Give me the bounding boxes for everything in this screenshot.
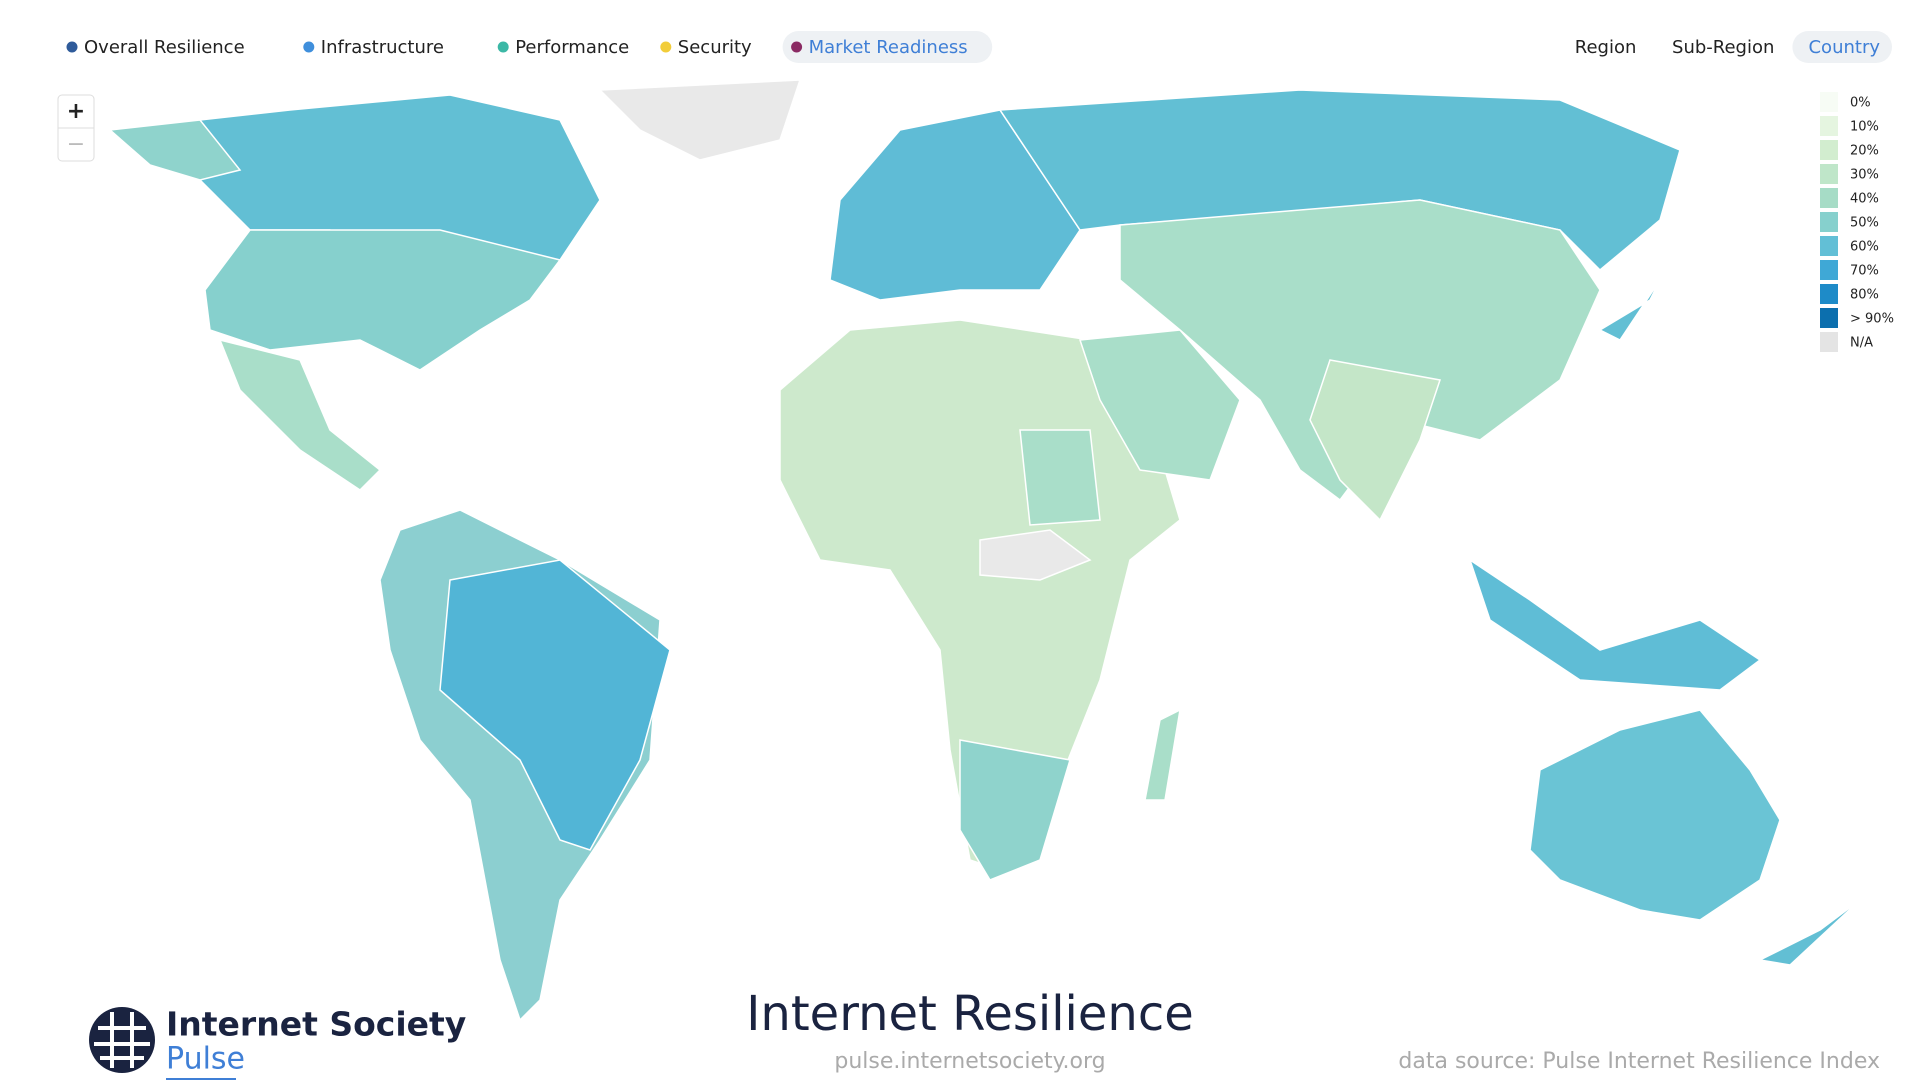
greenland: [598, 79, 802, 161]
legend-swatch: [1820, 284, 1838, 304]
data-source: data source: Pulse Internet Resilience I…: [1398, 1049, 1880, 1074]
legend-swatch: [1820, 236, 1838, 256]
metric-tab[interactable]: Security: [678, 37, 752, 58]
legend-label: 50%: [1850, 216, 1879, 231]
legend-label: 40%: [1850, 192, 1879, 207]
level-tab-active-bg: [1792, 31, 1892, 63]
central-africa-na: [979, 529, 1092, 581]
madagascar: [1144, 708, 1181, 801]
metric-tab-dot: [660, 41, 672, 53]
level-tab[interactable]: Region: [1575, 37, 1637, 58]
legend-swatch: [1820, 92, 1838, 112]
india: [1309, 359, 1441, 522]
zoom-out[interactable]: −: [67, 132, 85, 157]
world-map: [107, 79, 1861, 1022]
logo-icon: [89, 1007, 155, 1073]
zoom-control: + −: [57, 94, 95, 162]
legend: 0% 10% 20% 30% 40% 50% 60% 70% 80% > 90% N/A: [1820, 92, 1894, 352]
legend-swatch: [1820, 164, 1838, 184]
legend-label: 30%: [1850, 168, 1879, 183]
legend-swatch: [1820, 212, 1838, 232]
metric-tabs: Overall Resilience Infrastructure Performa…: [66, 31, 993, 63]
legend-label: 60%: [1850, 240, 1879, 255]
alaska: [108, 119, 242, 181]
logo: Internet Society Pulse: [89, 1005, 466, 1080]
brazil: [439, 559, 671, 851]
sudan: [1019, 429, 1101, 526]
url[interactable]: pulse.internetsociety.org: [834, 1049, 1105, 1074]
legend-swatch: [1820, 260, 1838, 280]
zoom-in[interactable]: +: [67, 99, 85, 124]
legend-label: 20%: [1850, 144, 1879, 159]
legend-label: N/A: [1850, 336, 1873, 351]
logo-name: Internet Society: [166, 1005, 466, 1044]
legend-swatch: [1820, 308, 1838, 328]
central-america: [218, 338, 382, 491]
metric-tab-dot: [303, 41, 315, 53]
logo-product: Pulse: [166, 1042, 245, 1077]
legend-label: > 90%: [1850, 312, 1894, 327]
legend-label: 70%: [1850, 264, 1879, 279]
legend-swatch: [1820, 188, 1838, 208]
australia: [1529, 709, 1781, 921]
metric-tab-dot: [791, 41, 803, 53]
level-tabs: Country Sub-Region Region: [1575, 31, 1892, 63]
legend-swatch: [1820, 116, 1838, 136]
usa: [204, 229, 562, 371]
level-tab[interactable]: Sub-Region: [1672, 37, 1774, 58]
level-tab[interactable]: Country: [1808, 37, 1880, 58]
legend-swatch: [1820, 140, 1838, 160]
metric-tab-active-bg: [782, 31, 993, 63]
logo-icon-lines: [94, 1012, 150, 1068]
new-zealand: [1757, 899, 1861, 966]
southeast-asia-islands: [1468, 558, 1762, 691]
metric-tab[interactable]: Performance: [515, 37, 629, 58]
metric-tab[interactable]: Market Readiness: [809, 37, 968, 58]
metric-tab-dot: [66, 41, 78, 53]
europe: [829, 109, 1081, 301]
legend-label: 0%: [1850, 96, 1871, 111]
japan: [1598, 279, 1661, 341]
southern-africa: [959, 739, 1071, 881]
legend-label: 80%: [1850, 288, 1879, 303]
title: Internet Resilience: [746, 986, 1193, 1042]
metric-tab[interactable]: Overall Resilience: [84, 37, 245, 58]
metric-tab[interactable]: Infrastructure: [321, 37, 444, 58]
metric-tab-dot: [497, 41, 509, 53]
legend-label: 10%: [1850, 120, 1879, 135]
legend-swatch: [1820, 332, 1838, 352]
